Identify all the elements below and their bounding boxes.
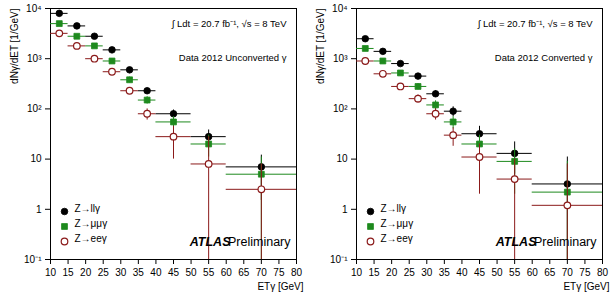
svg-text:Preliminary: Preliminary — [534, 235, 597, 249]
svg-text:10⁻¹: 10⁻¹ — [24, 254, 42, 265]
svg-text:Preliminary: Preliminary — [228, 235, 291, 249]
svg-text:dNγ/dET [1/GeV]: dNγ/dET [1/GeV] — [9, 8, 20, 84]
svg-text:60: 60 — [221, 267, 233, 278]
svg-text:75: 75 — [579, 267, 591, 278]
svg-text:1: 1 — [342, 204, 348, 215]
svg-text:Data 2012 Unconverted γ: Data 2012 Unconverted γ — [179, 52, 287, 63]
svg-text:1: 1 — [36, 204, 42, 215]
svg-text:ETγ [GeV]: ETγ [GeV] — [257, 281, 303, 292]
svg-text:Data 2012 Converted γ: Data 2012 Converted γ — [495, 52, 593, 63]
svg-text:40: 40 — [456, 267, 468, 278]
svg-text:Z→llγ: Z→llγ — [75, 203, 101, 214]
svg-text:10³: 10³ — [27, 53, 42, 64]
svg-text:65: 65 — [238, 267, 250, 278]
svg-text:10⁴: 10⁴ — [332, 3, 347, 14]
svg-text:15: 15 — [369, 267, 381, 278]
svg-text:20: 20 — [80, 267, 92, 278]
svg-text:10⁴: 10⁴ — [26, 3, 41, 14]
svg-text:50: 50 — [186, 267, 198, 278]
svg-text:35: 35 — [133, 267, 145, 278]
svg-text:55: 55 — [509, 267, 521, 278]
svg-text:45: 45 — [168, 267, 180, 278]
svg-text:10³: 10³ — [333, 53, 348, 64]
svg-text:70: 70 — [562, 267, 574, 278]
svg-text:10: 10 — [45, 267, 57, 278]
svg-text:60: 60 — [527, 267, 539, 278]
svg-text:10²: 10² — [27, 103, 42, 114]
svg-text:∫ Ldt = 20.7 fb⁻¹, √s = 8 TeV: ∫ Ldt = 20.7 fb⁻¹, √s = 8 TeV — [477, 18, 593, 29]
svg-text:75: 75 — [273, 267, 285, 278]
svg-text:Z→μμγ: Z→μμγ — [381, 218, 414, 229]
svg-text:30: 30 — [115, 267, 127, 278]
svg-text:30: 30 — [421, 267, 433, 278]
svg-text:20: 20 — [386, 267, 398, 278]
svg-text:10: 10 — [30, 153, 42, 164]
svg-text:10: 10 — [351, 267, 363, 278]
svg-text:55: 55 — [203, 267, 215, 278]
svg-text:dNγ/dET [1/GeV]: dNγ/dET [1/GeV] — [315, 8, 326, 84]
svg-text:10: 10 — [336, 153, 348, 164]
svg-text:50: 50 — [492, 267, 504, 278]
svg-text:ETγ [GeV]: ETγ [GeV] — [563, 281, 609, 292]
svg-text:15: 15 — [63, 267, 75, 278]
svg-text:Z→μμγ: Z→μμγ — [75, 218, 108, 229]
svg-text:25: 25 — [404, 267, 416, 278]
svg-text:80: 80 — [291, 267, 303, 278]
svg-text:∫ Ldt = 20.7 fb⁻¹, √s = 8 TeV: ∫ Ldt = 20.7 fb⁻¹, √s = 8 TeV — [171, 18, 287, 29]
svg-text:35: 35 — [439, 267, 451, 278]
svg-text:10⁻¹: 10⁻¹ — [330, 254, 348, 265]
svg-text:Z→llγ: Z→llγ — [381, 203, 407, 214]
svg-text:40: 40 — [150, 267, 162, 278]
svg-text:Z→eeγ: Z→eeγ — [75, 233, 107, 244]
svg-text:70: 70 — [256, 267, 268, 278]
svg-text:ATLAS: ATLAS — [189, 235, 231, 249]
svg-text:ATLAS: ATLAS — [495, 235, 537, 249]
svg-text:45: 45 — [474, 267, 486, 278]
svg-text:65: 65 — [544, 267, 556, 278]
svg-text:10²: 10² — [333, 103, 348, 114]
svg-text:Z→eeγ: Z→eeγ — [381, 233, 413, 244]
svg-text:80: 80 — [597, 267, 609, 278]
svg-text:25: 25 — [98, 267, 110, 278]
